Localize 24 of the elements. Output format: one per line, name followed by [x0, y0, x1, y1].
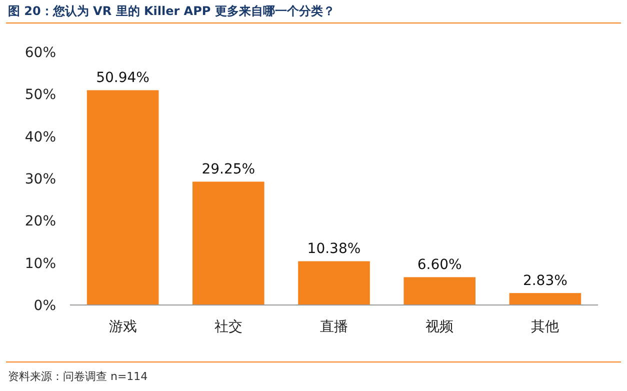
x-tick-label: 视频	[426, 319, 454, 335]
data-label: 29.25%	[202, 162, 256, 178]
y-tick-label: 50%	[24, 87, 56, 104]
bar	[404, 277, 476, 305]
chart-title: 图 20：您认为 VR 里的 Killer APP 更多来自哪一个分类？	[8, 4, 335, 18]
bar	[298, 261, 370, 305]
bar	[86, 90, 159, 305]
data-label: 50.94%	[96, 70, 150, 86]
y-tick-label: 20%	[24, 214, 56, 230]
y-tick-label: 0%	[34, 298, 56, 314]
y-tick-label: 30%	[24, 172, 56, 188]
x-tick-label: 游戏	[108, 319, 137, 335]
x-tick-label: 社交	[214, 319, 242, 335]
data-label: 2.83%	[522, 273, 568, 290]
data-label: 6.60%	[417, 257, 462, 274]
y-tick-label: 40%	[24, 129, 56, 146]
text: 资料来源：问卷调查 n=114	[8, 370, 148, 383]
y-tick-label: 10%	[24, 256, 56, 272]
y-tick-label: 60%	[24, 45, 56, 61]
x-tick-label: 其他	[531, 319, 560, 335]
bar	[509, 293, 582, 305]
x-tick-label: 直播	[320, 319, 348, 335]
data-label: 10.38%	[307, 241, 361, 258]
bar	[192, 182, 264, 305]
